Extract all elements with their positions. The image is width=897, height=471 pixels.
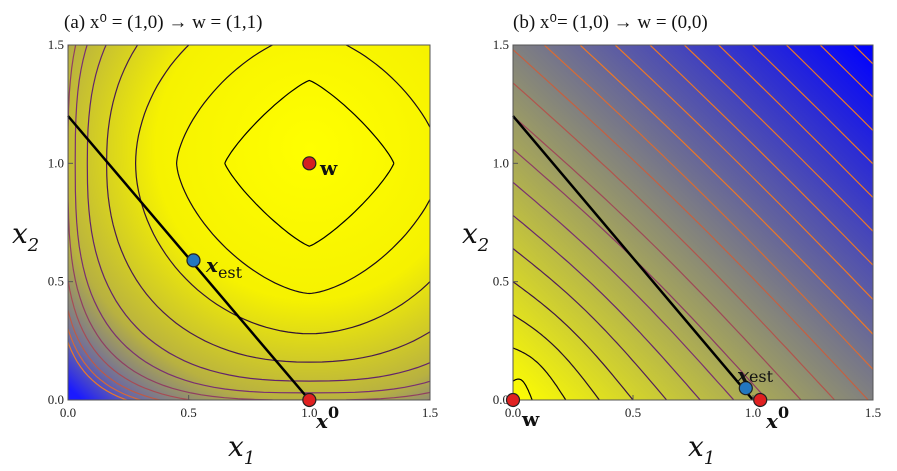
panel-b-frame [512,44,874,401]
x-tick-label: 1.5 [422,405,438,420]
x-symbol: x [228,430,244,463]
contour-line [513,378,533,400]
panel-a-xlabel: x1 [228,430,255,469]
contour-line [175,45,430,295]
panel-a-ticks: 0.0 0.5 1.0 1.5 0.0 0.5 1.0 1.5 [48,37,438,420]
contour-line [579,45,873,336]
contour-line [513,248,668,400]
x-subscript: 1 [704,448,715,469]
contour-line [614,45,873,301]
point-x0 [753,392,768,408]
xest-symbol: x [205,253,219,277]
contour-line [852,45,873,65]
contour-line [74,45,430,394]
contour-line [513,115,802,400]
panel-b-title: (b) x⁰= (1,0) → w = (0,0) [513,12,708,33]
xest-subscript: est [749,367,774,386]
y-tick-label: 0.5 [493,274,509,289]
contour-line [543,45,873,371]
x-subscript: 1 [244,448,255,469]
panel-a-points [186,156,317,408]
panel-a-contours [68,45,430,400]
x-subscript: 2 [27,235,39,256]
contour-line [649,45,873,267]
y-tick-label: 1.0 [493,155,509,170]
point-w [302,156,317,171]
contour-line [513,181,735,400]
y-tick-label: 0.5 [48,274,64,289]
panel-b-points [505,381,768,408]
panel-b-xlabel: x1 [688,430,715,469]
point-x-est [738,381,753,396]
panel-b-ticks: 0.0 0.5 1.0 1.5 0.0 0.5 1.0 1.5 [493,37,881,420]
contour-line [513,49,869,400]
panel-a-w-label: w [319,156,338,180]
x-tick-label: 1.0 [745,405,761,420]
x0-symbol: x [315,409,329,433]
contour-line [86,45,430,382]
point-x0 [302,392,317,408]
contour-line [513,214,701,400]
x-symbol: x [462,217,478,250]
y-tick-label: 0.0 [493,392,509,407]
contour-line [819,45,873,98]
contour-line [224,79,395,247]
point-w [505,392,521,408]
x-subscript: 2 [477,235,489,256]
x0-symbol: x [765,409,779,433]
point-x-est [186,253,201,268]
x0-superscript: 0 [778,403,789,422]
x-tick-label: 1.5 [865,405,881,420]
x0-superscript: 0 [328,403,339,422]
x-symbol: x [688,430,704,463]
panel-a-x0-label: x0 [315,403,339,433]
panel-b-ylabel: x2 [462,217,489,256]
panel-a-title: (a) x⁰ = (1,0) → w = (1,1) [64,12,262,33]
xest-symbol: x [736,363,750,387]
x-tick-label: 0.5 [625,405,641,420]
x-tick-label: 0.5 [181,405,197,420]
contour-line [513,314,600,400]
contour-line [134,45,430,335]
contour-line [513,347,567,400]
contour-line [717,45,873,199]
x-tick-label: 0.0 [60,405,76,420]
panel-b-constraint-line [512,115,754,401]
contour-line [751,45,873,165]
panel-b: (b) x⁰= (1,0) → w = (0,0) 0.0 0.5 1.0 1.50.… [462,12,881,469]
x-tick-label: 0.0 [505,405,521,420]
y-tick-label: 1.0 [48,155,64,170]
y-tick-label: 1.5 [493,37,509,52]
y-tick-label: 1.5 [48,37,64,52]
panel-b-xest-label: xest [736,363,774,387]
panel-b-x0-label: x0 [765,403,789,433]
panel-a-frame [67,44,431,401]
contour-line [683,45,873,233]
panel-a-xest-label: xest [205,253,243,282]
contour-line [513,82,836,400]
x-tick-label: 1.0 [301,405,317,420]
panel-a-background [68,45,430,400]
y-tick-label: 0.0 [48,392,64,407]
xest-subscript: est [218,263,243,282]
panel-b-w-label: w [521,407,540,431]
panel-a-ylabel: x2 [12,217,39,256]
contour-line [513,281,634,400]
x-symbol: x [12,217,28,250]
panel-a: (a) x⁰ = (1,0) → w = (1,1) 0.0 0.5 1.0 1.50… [12,12,438,469]
contour-line [785,45,873,132]
